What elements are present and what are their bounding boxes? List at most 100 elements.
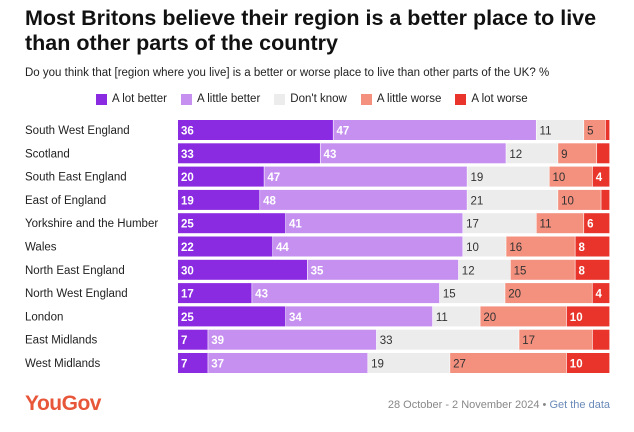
bar-segment — [505, 283, 592, 304]
bar-segment — [536, 120, 584, 140]
legend-item-a-lot-better: A lot better — [96, 93, 167, 105]
get-the-data-link[interactable]: Get the data — [549, 399, 610, 411]
bar-segment — [592, 166, 610, 187]
data-label: 10 — [466, 242, 479, 254]
data-label: 19 — [470, 172, 483, 184]
bar-segment — [450, 353, 567, 373]
bar-segment — [368, 353, 450, 373]
legend: A lot better A little better Don't know … — [96, 93, 542, 105]
data-label: 19 — [181, 195, 194, 207]
data-label: 43 — [324, 149, 337, 161]
data-label: 17 — [181, 289, 194, 301]
data-label: 19 — [371, 359, 384, 371]
data-label: 7 — [181, 335, 187, 347]
data-label: 47 — [267, 172, 280, 184]
bar-segment — [208, 329, 377, 350]
category-label: South West England — [25, 125, 130, 137]
data-label: 21 — [470, 195, 483, 207]
data-label: 12 — [462, 265, 475, 277]
bar-segment — [566, 353, 610, 373]
bar-segment — [467, 166, 549, 187]
data-label: 15 — [443, 289, 456, 301]
legend-item-a-little-better: A little better — [180, 93, 261, 105]
bar-segment — [575, 259, 610, 280]
legend-swatch — [274, 93, 286, 105]
legend-item-dont-know: Don't know — [274, 93, 347, 105]
bar-segment — [286, 213, 463, 234]
category-label: East of England — [25, 195, 106, 207]
legend-item-a-lot-worse: A lot worse — [455, 93, 528, 105]
bar-segment — [549, 166, 593, 187]
data-label: 39 — [211, 335, 224, 347]
data-label: 41 — [289, 219, 302, 231]
data-label: 5 — [587, 126, 593, 138]
data-label: 10 — [561, 195, 574, 207]
bar-segment — [592, 329, 610, 350]
bar-segment — [432, 306, 480, 327]
legend-swatch — [180, 93, 192, 105]
category-label: Scotland — [25, 148, 70, 160]
data-label: 20 — [508, 289, 521, 301]
legend-swatch — [96, 93, 107, 105]
data-label: 33 — [380, 335, 393, 347]
bar-segment — [597, 143, 610, 164]
bar-segment — [510, 259, 575, 280]
data-label: 4 — [596, 289, 603, 301]
data-label: 37 — [211, 359, 224, 371]
category-label: Yorkshire and the Humber — [25, 218, 158, 230]
legend-label: A little better — [196, 93, 261, 105]
legend-label: A little worse — [376, 93, 442, 105]
survey-dates: 28 October - 2 November 2024 • — [387, 399, 550, 411]
bar-segment — [463, 213, 536, 234]
bar-segment — [439, 283, 505, 304]
data-label: 44 — [276, 242, 289, 254]
bar-segment — [178, 120, 333, 140]
data-label: 34 — [289, 312, 302, 324]
bar-segment — [458, 259, 511, 280]
data-label: 48 — [263, 195, 276, 207]
chart-subtitle: Do you think that [region where you live… — [25, 67, 550, 79]
data-label: 27 — [453, 359, 466, 371]
category-label: North West England — [25, 288, 128, 300]
data-label: 16 — [509, 242, 522, 254]
category-label: London — [25, 311, 63, 323]
bar-segment — [519, 329, 593, 350]
bar-segment — [178, 213, 286, 234]
bar-segment — [178, 329, 208, 350]
bar-segment — [273, 236, 463, 257]
bar-segment — [592, 283, 610, 304]
bar-segment — [178, 259, 307, 280]
data-label: 4 — [596, 172, 603, 184]
data-label: 10 — [570, 359, 583, 371]
bar-segment — [558, 189, 601, 210]
bar-segment — [286, 306, 433, 327]
chart-title: Most Britons believe their region is a b… — [25, 6, 597, 55]
bar-segment — [558, 143, 597, 164]
bar-segment — [178, 306, 286, 327]
bar-segment — [584, 213, 610, 234]
data-label: 15 — [514, 265, 527, 277]
legend-swatch — [455, 93, 467, 105]
data-label: 47 — [337, 126, 350, 138]
bar-segment — [506, 143, 558, 164]
data-label: 6 — [587, 219, 593, 231]
bar-segment — [178, 143, 320, 164]
data-label: 22 — [181, 242, 194, 254]
bar-segment — [605, 120, 610, 140]
bar-segment — [506, 236, 575, 257]
category-label: Wales — [25, 242, 57, 254]
bar-segment — [463, 236, 506, 257]
data-label: 20 — [181, 172, 194, 184]
bar-segment — [178, 353, 208, 373]
bar-segment — [208, 353, 368, 373]
legend-label: A lot worse — [471, 93, 528, 105]
bar-segment — [307, 259, 459, 280]
footer-info: 28 October - 2 November 2024 • Get the d… — [388, 399, 610, 411]
legend-label: Don't know — [290, 93, 347, 105]
bar-segment — [252, 283, 440, 304]
data-label: 25 — [181, 219, 194, 231]
data-label: 17 — [466, 219, 479, 231]
data-label: 36 — [181, 126, 194, 138]
data-label: 30 — [181, 265, 194, 277]
